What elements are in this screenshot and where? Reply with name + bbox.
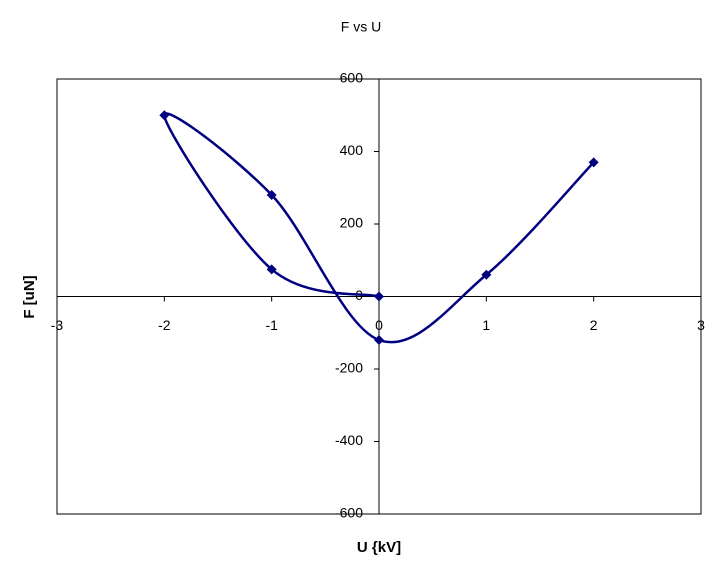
data-point <box>374 291 384 302</box>
y-tick-label: 400 <box>340 142 364 158</box>
x-tick-label: 2 <box>590 317 598 333</box>
y-tick-label: -400 <box>335 432 363 448</box>
x-axis-label: U {kV] <box>357 539 401 556</box>
data-point <box>266 264 277 275</box>
chart-title: F vs U <box>341 19 381 35</box>
y-tick-label: -200 <box>335 360 363 376</box>
x-tick-label: -1 <box>265 317 278 333</box>
y-axis-label: F [uN] <box>21 275 38 318</box>
data-point <box>588 157 599 168</box>
y-tick-label: -600 <box>335 505 363 521</box>
data-point <box>374 335 384 345</box>
data-point <box>159 110 170 121</box>
x-tick-label: -2 <box>158 317 171 333</box>
x-tick-label: 3 <box>697 317 705 333</box>
x-tick-label: 1 <box>482 317 490 333</box>
x-tick-label: -3 <box>51 317 64 333</box>
y-tick-label: 600 <box>340 70 364 86</box>
x-tick-label: 0 <box>375 317 383 333</box>
data-point <box>266 190 277 200</box>
y-tick-label: 200 <box>340 215 364 231</box>
data-point <box>481 269 492 280</box>
